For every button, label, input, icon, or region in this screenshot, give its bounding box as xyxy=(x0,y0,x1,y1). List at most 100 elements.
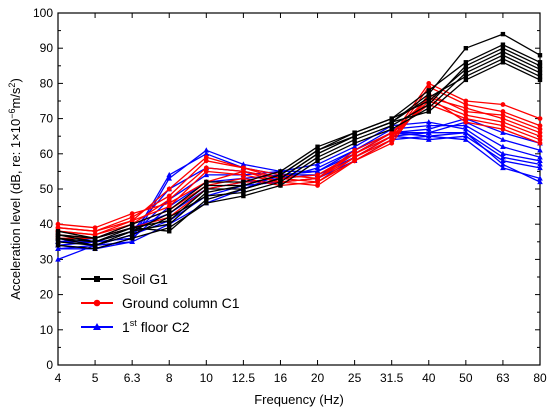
data-point-ground xyxy=(240,165,246,171)
data-point-soil xyxy=(167,207,172,213)
data-point-ground xyxy=(500,116,506,121)
data-point-soil xyxy=(278,183,283,188)
data-point-soil xyxy=(426,91,431,97)
x-tick-label: 10 xyxy=(200,371,214,385)
data-point-soil xyxy=(352,130,357,135)
series-line-soil xyxy=(57,61,541,246)
data-point-soil xyxy=(92,246,98,252)
data-point-floor xyxy=(425,122,432,128)
legend: Soil G1 Ground column C1 1st floor C2 xyxy=(81,271,240,335)
data-point-floor xyxy=(463,133,469,139)
data-point-soil xyxy=(315,151,320,156)
data-point-ground xyxy=(166,193,172,199)
data-point-soil xyxy=(92,243,98,248)
x-axis-ticks: 4 5 6.3 8 10 12.5 16 20 25 31.5 40 50 63 80 xyxy=(55,13,547,385)
data-point-ground xyxy=(166,186,172,192)
data-point-soil xyxy=(129,225,135,230)
data-point-ground xyxy=(537,130,543,136)
data-point-ground xyxy=(537,126,543,132)
data-point-soil xyxy=(426,109,431,114)
data-point-soil xyxy=(463,67,469,72)
data-point-ground xyxy=(537,123,543,129)
series-layer xyxy=(55,31,543,262)
data-point-floor xyxy=(537,147,543,153)
y-tick-label: 90 xyxy=(40,41,54,55)
data-point-ground xyxy=(240,169,246,174)
y-axis-title: Acceleration level (dB, re: 1×10−6m/s2) xyxy=(7,78,23,300)
data-point-soil xyxy=(241,186,246,192)
data-point-ground xyxy=(166,200,172,206)
data-point-ground xyxy=(240,176,246,181)
data-point-ground xyxy=(352,147,358,153)
data-point-soil xyxy=(537,60,543,65)
data-point-ground xyxy=(203,169,209,174)
series-line-soil xyxy=(57,51,541,239)
data-point-ground xyxy=(240,172,246,178)
data-point-ground xyxy=(92,225,98,231)
y-tick-label: 60 xyxy=(40,147,54,161)
series-line-soil xyxy=(57,54,541,250)
data-point-floor xyxy=(55,245,61,252)
data-point-soil xyxy=(500,56,506,61)
data-point-ground xyxy=(166,197,172,202)
legend-marker-floor xyxy=(93,323,101,330)
data-point-floor xyxy=(203,171,210,178)
legend-item-ground: Ground column C1 xyxy=(81,295,240,311)
data-point-soil xyxy=(204,179,209,185)
data-point-soil xyxy=(278,172,283,178)
data-point-ground xyxy=(426,84,432,90)
data-point-soil xyxy=(167,229,172,234)
data-point-floor xyxy=(463,126,469,132)
y-axis-title-exp1: −6 xyxy=(7,109,17,119)
data-point-soil xyxy=(315,144,320,149)
data-point-soil xyxy=(55,239,61,244)
data-point-ground xyxy=(352,158,358,164)
series-floor-19 xyxy=(55,133,543,244)
data-point-ground xyxy=(463,102,469,107)
data-point-soil xyxy=(352,134,357,139)
data-point-ground xyxy=(537,116,543,121)
data-point-soil xyxy=(241,193,246,199)
data-point-floor xyxy=(351,143,358,149)
data-point-soil xyxy=(167,214,172,220)
data-point-soil xyxy=(204,200,209,206)
data-point-floor xyxy=(500,143,506,149)
data-point-floor xyxy=(500,136,506,142)
series-soil-4 xyxy=(55,53,543,252)
y-tick-label: 40 xyxy=(40,217,54,231)
data-point-soil xyxy=(537,67,543,72)
data-point-ground xyxy=(129,211,135,217)
data-point-soil xyxy=(389,126,394,132)
x-tick-label: 4 xyxy=(55,371,62,385)
data-point-soil xyxy=(426,105,431,111)
data-point-floor xyxy=(425,126,432,132)
series-soil-2 xyxy=(55,46,543,248)
data-point-floor xyxy=(537,157,543,164)
y-axis-title-end: ) xyxy=(8,78,23,82)
data-point-soil xyxy=(167,222,172,227)
data-point-floor xyxy=(129,238,135,244)
data-point-soil xyxy=(129,236,135,241)
legend-marker-soil xyxy=(94,276,100,282)
data-point-ground xyxy=(129,214,135,220)
data-point-soil xyxy=(537,53,543,58)
data-point-soil xyxy=(92,236,98,241)
data-point-soil xyxy=(204,183,209,188)
data-point-floor xyxy=(314,161,321,167)
y-tick-label: 70 xyxy=(40,112,54,126)
data-point-soil xyxy=(167,225,172,230)
data-point-ground xyxy=(426,81,432,86)
x-tick-label: 31.5 xyxy=(380,371,404,385)
data-point-ground xyxy=(203,165,209,171)
data-point-soil xyxy=(315,155,320,160)
data-point-soil xyxy=(167,211,172,216)
data-point-soil xyxy=(389,119,394,125)
data-point-soil xyxy=(129,222,135,227)
data-point-ground xyxy=(463,105,469,111)
data-point-ground xyxy=(537,133,543,139)
data-point-ground xyxy=(166,204,172,210)
data-point-soil xyxy=(55,229,61,234)
data-point-soil xyxy=(389,116,394,121)
data-point-floor xyxy=(500,157,506,164)
legend-item-soil: Soil G1 xyxy=(81,271,168,287)
